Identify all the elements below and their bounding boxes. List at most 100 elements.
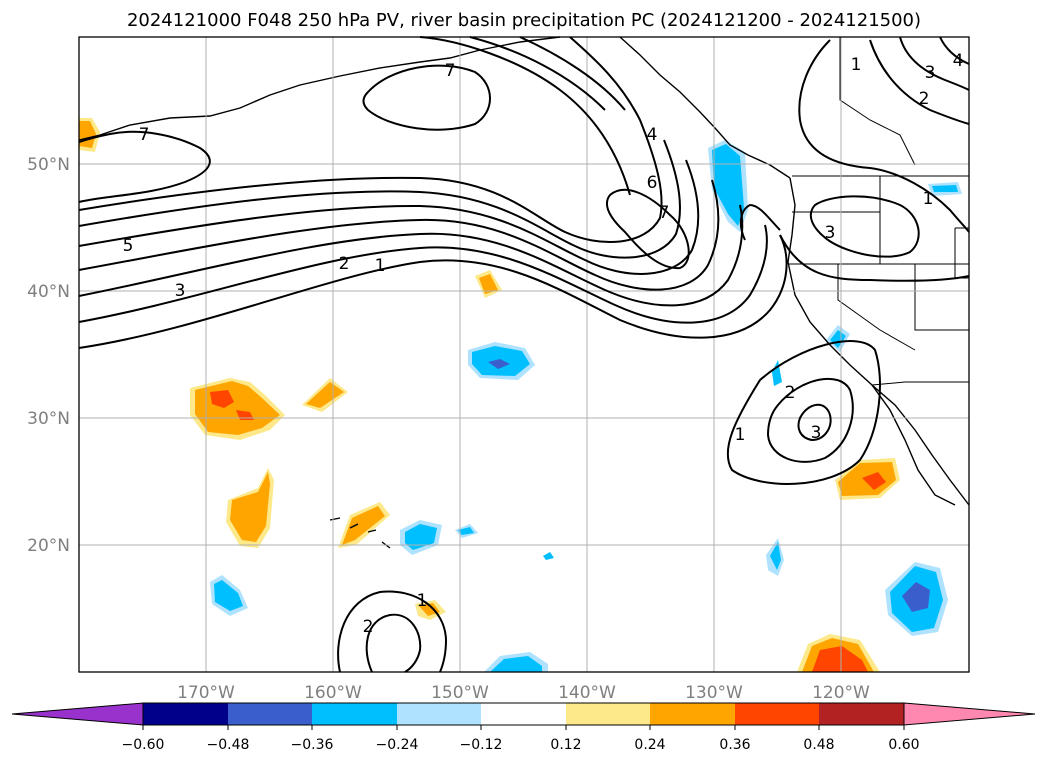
negative-anomaly-143w-19n bbox=[543, 552, 554, 560]
lon-tick-label: 130°W bbox=[685, 683, 743, 703]
contour-label: 2 bbox=[363, 617, 374, 637]
colorbar-segment bbox=[819, 703, 904, 725]
pv-contour-nw-4 bbox=[939, 36, 970, 65]
colorbar-tick-label: −0.12 bbox=[460, 737, 503, 753]
pv-contour-7-alaska bbox=[362, 64, 491, 131]
us-state-borders bbox=[788, 176, 970, 351]
negative-anomaly-168w-16n bbox=[210, 575, 248, 616]
colorbar-tick-label: −0.24 bbox=[376, 737, 419, 753]
colorbar-tick-label: −0.36 bbox=[291, 737, 334, 753]
pv-contour-wave-4 bbox=[78, 179, 720, 291]
colorbar-tick-label: −0.48 bbox=[207, 737, 250, 753]
contour-label: 1 bbox=[923, 189, 934, 209]
colorbar-segment bbox=[566, 703, 650, 725]
contour-label: 6 bbox=[647, 173, 658, 193]
latitude-tick-labels: 20°N 30°N 40°N 50°N bbox=[27, 155, 70, 556]
alaska-canada-border bbox=[839, 37, 916, 166]
pv-contour-7-aleutian bbox=[78, 130, 211, 203]
pv-contour-wave-2 bbox=[78, 224, 768, 324]
pv-contour-wave-7 bbox=[78, 36, 663, 243]
contour-label: 4 bbox=[647, 125, 658, 145]
lat-tick-label: 30°N bbox=[27, 409, 70, 429]
alaska-panhandle-coastline bbox=[619, 36, 791, 179]
colorbar-segment bbox=[481, 703, 566, 725]
negative-anomaly-149w-21n bbox=[455, 524, 478, 538]
colorbar-tick-label: 0.36 bbox=[719, 737, 750, 753]
pv-contours bbox=[78, 36, 970, 673]
lat-tick-label: 20°N bbox=[27, 536, 70, 556]
political-borders bbox=[788, 37, 970, 386]
positive-anomaly-167w-23n bbox=[226, 468, 274, 548]
negative-anomaly-125w-32n bbox=[772, 360, 782, 386]
us-mexico-border bbox=[871, 381, 969, 386]
pv-contour-subtropical-1 bbox=[726, 340, 881, 485]
positive-anomaly-170w-32n bbox=[190, 378, 285, 440]
pv-contour-upper-3 bbox=[519, 36, 626, 111]
negative-anomaly-150w-34n bbox=[468, 342, 535, 380]
colorbar-segment bbox=[143, 703, 228, 725]
colorbar-ticks bbox=[142, 725, 905, 730]
positive-anomaly-162w-31n bbox=[302, 378, 348, 412]
colorbar-segment bbox=[397, 703, 481, 725]
lon-tick-label: 120°W bbox=[812, 683, 870, 703]
pv-contour-southern-1 bbox=[337, 590, 448, 673]
colorbar-extend-high bbox=[903, 702, 1036, 726]
contour-label: 7 bbox=[659, 203, 670, 223]
colorbar-extend-low bbox=[11, 702, 144, 726]
map-panel: 7 7 5 3 2 1 4 6 7 1 2 3 4 1 3 1 2 3 1 2 bbox=[78, 36, 970, 673]
pv-contour-southern-2 bbox=[365, 613, 422, 673]
pv-contour-wave-6 bbox=[78, 139, 681, 259]
longitude-tick-labels: 170°W 160°W 150°W 140°W 130°W 120°W bbox=[177, 683, 870, 703]
pv-contour-upper-1 bbox=[419, 36, 631, 196]
baja-coastline bbox=[871, 384, 956, 506]
alaska-coastline bbox=[78, 36, 561, 141]
precipitation-anomalies bbox=[79, 118, 962, 672]
hawaii-islands bbox=[329, 517, 391, 549]
colorbar-frame bbox=[142, 702, 905, 726]
lon-tick-label: 150°W bbox=[431, 683, 489, 703]
lat-tick-label: 50°N bbox=[27, 155, 70, 175]
colorbar-tick-label: 0.24 bbox=[634, 737, 665, 753]
pv-contour-ridge-east bbox=[779, 234, 970, 282]
pv-contour-7-closed bbox=[605, 188, 690, 270]
gridlines bbox=[79, 37, 969, 672]
contour-label: 7 bbox=[139, 125, 150, 145]
lon-tick-label: 170°W bbox=[177, 683, 235, 703]
negative-anomaly-111w-48n bbox=[928, 182, 962, 196]
contour-label: 4 bbox=[953, 51, 964, 71]
colorbar-segment bbox=[228, 703, 312, 725]
contour-label: 1 bbox=[851, 55, 862, 75]
negative-anomaly-112w-16n bbox=[885, 562, 948, 636]
pv-contour-upper-2 bbox=[469, 36, 606, 111]
pv-contour-nw-3 bbox=[899, 36, 970, 91]
map-frame bbox=[78, 36, 970, 673]
colorbar-segment bbox=[650, 703, 735, 725]
pv-contour-subtropical-2 bbox=[766, 377, 854, 463]
negative-anomaly-145w-11n bbox=[484, 652, 548, 672]
pv-contour-closed-3-ne bbox=[809, 195, 920, 258]
positive-anomaly-122w-10n bbox=[797, 634, 880, 672]
lon-tick-label: 160°W bbox=[304, 683, 362, 703]
coastlines bbox=[78, 36, 970, 549]
figure-title: 2024121000 F048 250 hPa PV, river basin … bbox=[127, 10, 921, 31]
pv-contour-upper-right-1 bbox=[739, 203, 781, 241]
pv-contour-wave-3 bbox=[78, 204, 744, 307]
positive-anomaly-160w-21n bbox=[338, 502, 390, 548]
colorbar-tick-label: 0.60 bbox=[888, 737, 919, 753]
contour-label: 5 bbox=[123, 236, 134, 256]
colorbar-segment bbox=[312, 703, 397, 725]
pv-contour-subtropical-3 bbox=[797, 403, 832, 442]
colorbar: −0.60 −0.48 −0.36 −0.24 −0.12 0.12 0.24 … bbox=[11, 702, 1036, 753]
contour-label: 3 bbox=[175, 281, 186, 301]
negative-anomaly-125w-21n bbox=[766, 538, 784, 576]
lat-tick-label: 40°N bbox=[27, 282, 70, 302]
pv-contour-nw-2 bbox=[869, 39, 970, 125]
lon-tick-label: 140°W bbox=[558, 683, 616, 703]
contour-label: 2 bbox=[339, 254, 350, 274]
contour-label: 7 bbox=[445, 61, 456, 81]
contour-label: 1 bbox=[735, 425, 746, 445]
colorbar-tick-label: 0.48 bbox=[803, 737, 834, 753]
contour-label: 1 bbox=[375, 256, 386, 276]
colorbar-segment bbox=[735, 703, 819, 725]
